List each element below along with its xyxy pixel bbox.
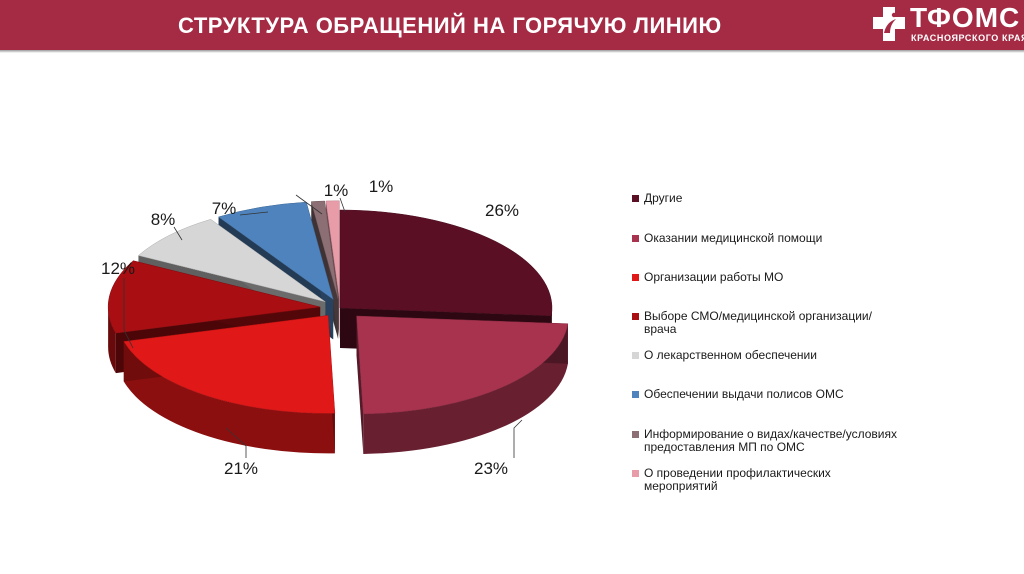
tfoms-logo: ТФОМС КРАСНОЯРСКОГО КРАЯ bbox=[868, 2, 1024, 46]
leader-line-3 bbox=[225, 427, 247, 458]
legend-swatch bbox=[632, 274, 639, 281]
pie-slice-side-2 bbox=[363, 323, 568, 454]
legend-label: Информирование о видах/качестве/условиях… bbox=[644, 427, 897, 454]
leader-line-5 bbox=[173, 226, 183, 241]
legend-swatch bbox=[632, 195, 639, 202]
legend-swatch bbox=[632, 352, 639, 359]
legend-label: О лекарственном обеспечении bbox=[644, 348, 817, 362]
legend-label: Другие bbox=[644, 191, 683, 205]
leader-line-4 bbox=[123, 278, 134, 349]
data-label-8: 1% bbox=[369, 177, 394, 196]
pie-slice-side-3 bbox=[123, 341, 335, 454]
legend-swatch bbox=[632, 313, 639, 320]
legend-swatch bbox=[632, 391, 639, 398]
legend-label: Организации работы МО bbox=[644, 270, 784, 284]
data-label-6: 7% bbox=[212, 199, 237, 218]
pie-slice-top-1 bbox=[339, 209, 553, 317]
legend-label: О проведении профилактических мероприяти… bbox=[644, 466, 831, 493]
pie-slice-2 bbox=[356, 315, 569, 454]
logo-subtitle: КРАСНОЯРСКОГО КРАЯ bbox=[911, 33, 1024, 43]
pie-slice-top-5 bbox=[137, 219, 326, 303]
pie-slice-top-4 bbox=[107, 260, 321, 334]
pie-slice-3 bbox=[123, 315, 336, 454]
data-label-2: 23% bbox=[474, 459, 508, 478]
pie-chart: 26% 23% 21% 12% 8% 7% 1% 1% bbox=[101, 177, 569, 478]
pie-slice-top-7 bbox=[310, 200, 339, 299]
leader-line-6 bbox=[239, 211, 269, 216]
slide-title: СТРУКТУРА ОБРАЩЕНИЙ НА ГОРЯЧУЮ ЛИНИЮ bbox=[178, 13, 722, 38]
pie-slice-side-4 bbox=[108, 306, 116, 374]
leader-line-2 bbox=[513, 419, 523, 458]
legend-label: Обеспечении выдачи полисов ОМС bbox=[644, 387, 844, 401]
data-label-7: 1% bbox=[324, 181, 349, 200]
data-label-1: 26% bbox=[485, 201, 519, 220]
legend-label: Оказании медицинской помощи bbox=[644, 231, 823, 245]
legend-swatch bbox=[632, 235, 639, 242]
legend-swatch bbox=[632, 431, 639, 438]
data-label-5: 8% bbox=[151, 210, 176, 229]
data-label-4: 12% bbox=[101, 259, 135, 278]
legend-swatch bbox=[632, 470, 639, 477]
data-label-3: 21% bbox=[224, 459, 258, 478]
logo-emblem-icon bbox=[873, 7, 905, 41]
leader-line-7 bbox=[295, 194, 323, 215]
legend-label: Выборе СМО/медицинской организации/врача bbox=[644, 309, 872, 336]
leader-line-8 bbox=[339, 197, 346, 213]
slide-header: СТРУКТУРА ОБРАЩЕНИЙ НА ГОРЯЧУЮ ЛИНИЮ ТФО… bbox=[0, 0, 1024, 53]
pie-slice-top-8 bbox=[325, 200, 340, 299]
pie-slice-top-3 bbox=[123, 315, 336, 414]
logo-name: ТФОМС bbox=[910, 2, 1021, 33]
pie-slice-edge-2-2 bbox=[356, 315, 364, 454]
pie-slice-top-2 bbox=[356, 315, 569, 415]
